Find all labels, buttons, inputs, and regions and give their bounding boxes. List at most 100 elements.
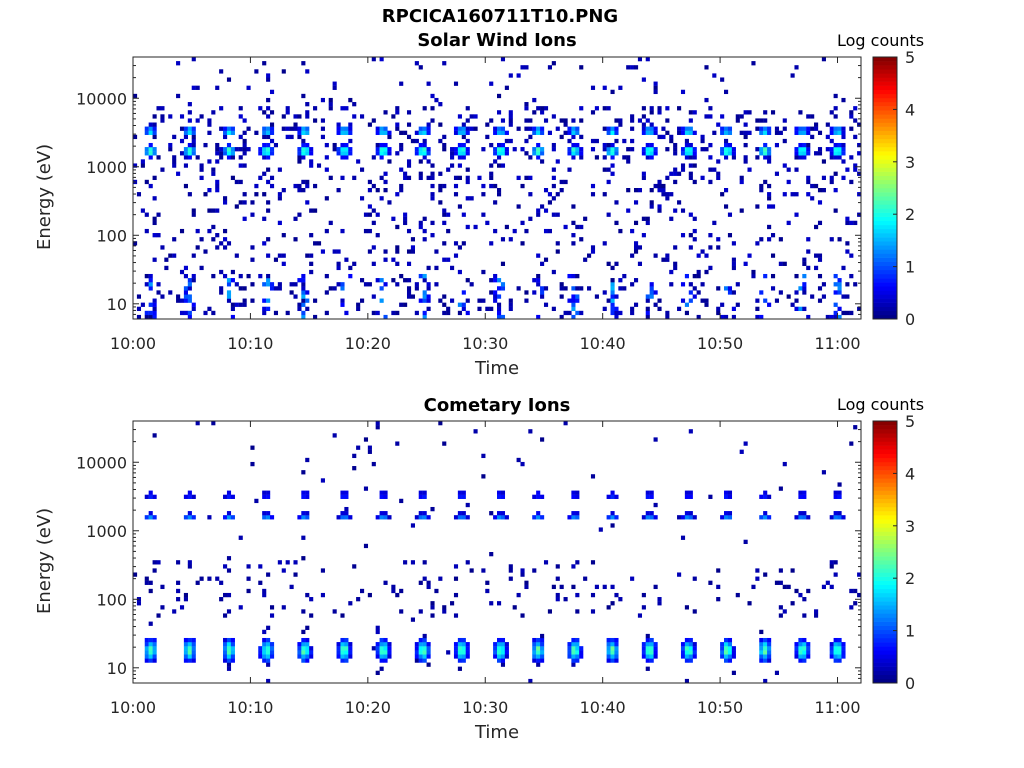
- spectrogram-cell: [489, 552, 494, 557]
- spectrogram-cell: [414, 286, 419, 291]
- spectrogram-cell: [477, 175, 482, 181]
- spectrogram-cell: [352, 453, 357, 459]
- spectrogram-cell: [383, 637, 388, 643]
- spectrogram-cell: [422, 658, 427, 663]
- spectrogram-cell: [837, 306, 842, 312]
- spectrogram-cell: [602, 85, 607, 90]
- spectrogram-cell: [610, 163, 615, 168]
- spectrogram-cell: [266, 130, 271, 135]
- spectrogram-cell: [653, 89, 658, 95]
- spectrogram-cell: [563, 286, 568, 291]
- x-tick-label: 10:40: [580, 334, 626, 353]
- spectrogram-cell: [645, 490, 650, 495]
- spectrogram-cell: [684, 646, 689, 651]
- spectrogram-cell: [438, 138, 443, 144]
- spectrogram-cell: [759, 314, 764, 320]
- spectrogram-cell: [297, 126, 302, 131]
- spectrogram-cell: [453, 654, 459, 659]
- spectrogram-cell: [567, 138, 572, 144]
- spectrogram-cell: [630, 147, 635, 152]
- spectrogram-cell: [250, 461, 255, 467]
- spectrogram-cell: [211, 208, 216, 213]
- spectrogram-cell: [442, 134, 447, 140]
- y-tick-label: 100: [96, 590, 127, 609]
- spectrogram-cell: [618, 118, 623, 123]
- spectrogram-cell: [187, 294, 192, 299]
- spectrogram-cell: [403, 560, 408, 565]
- spectrogram-cell: [344, 654, 349, 659]
- spectrogram-cell: [242, 147, 247, 152]
- spectrogram-cell: [453, 642, 459, 647]
- spectrogram-cell: [669, 138, 674, 144]
- spectrogram-cell: [649, 294, 654, 299]
- spectrogram-cell: [688, 151, 693, 156]
- spectrogram-cell: [770, 233, 776, 238]
- spectrogram-cell: [262, 147, 267, 152]
- spectrogram-cell: [688, 511, 693, 516]
- spectrogram-cell: [383, 650, 388, 655]
- spectrogram-cell: [309, 597, 314, 602]
- spectrogram-cell: [152, 637, 157, 643]
- spectrogram-cell: [226, 654, 232, 659]
- spectrogram-cell: [551, 183, 556, 189]
- spectrogram-cell: [461, 511, 466, 516]
- spectrogram-cell: [489, 511, 494, 516]
- spectrogram-cell: [645, 130, 650, 135]
- spectrogram-cell: [442, 257, 447, 262]
- spectrogram-cell: [191, 515, 196, 520]
- spectrogram-cell: [497, 130, 502, 135]
- colorbar: [873, 421, 897, 684]
- spectrogram-cell: [583, 576, 588, 581]
- spectrogram-cell: [442, 441, 447, 446]
- spectrogram-cell: [571, 286, 576, 291]
- spectrogram-cell: [371, 310, 376, 316]
- spectrogram-cell: [645, 147, 650, 152]
- spectrogram-cell: [688, 118, 693, 123]
- spectrogram-cell: [485, 580, 490, 585]
- spectrogram-cell: [684, 654, 689, 659]
- spectrogram-cell: [817, 188, 823, 193]
- colorbar-segment: [873, 85, 897, 91]
- spectrogram-cell: [559, 134, 564, 140]
- spectrogram-cell: [837, 130, 842, 135]
- spectrogram-cell: [720, 302, 725, 307]
- spectrogram-cell: [316, 163, 322, 168]
- spectrogram-cell: [176, 588, 181, 594]
- spectrogram-cell: [230, 278, 235, 283]
- spectrogram-cell: [497, 306, 502, 312]
- spectrogram-cell: [332, 249, 337, 254]
- colorbar-tick-label: 1: [905, 258, 915, 277]
- spectrogram-cell: [790, 73, 795, 78]
- spectrogram-cell: [571, 658, 576, 663]
- spectrogram-cell: [367, 282, 372, 287]
- spectrogram-cell: [313, 241, 318, 246]
- spectrogram-cell: [348, 151, 353, 156]
- spectrogram-cell: [430, 175, 435, 181]
- spectrogram-cell: [301, 494, 306, 499]
- spectrogram-cell: [673, 265, 678, 271]
- spectrogram-cell: [219, 597, 224, 602]
- spectrogram-cell: [770, 286, 776, 291]
- spectrogram-cell: [763, 572, 768, 577]
- spectrogram-cell: [414, 130, 419, 135]
- spectrogram-cell: [348, 147, 353, 152]
- spectrogram-cell: [763, 118, 768, 123]
- spectrogram-cell: [688, 646, 693, 651]
- spectrogram-cell: [301, 314, 306, 320]
- spectrogram-cell: [645, 511, 650, 516]
- spectrogram-cell: [692, 228, 697, 234]
- spectrogram-cell: [806, 237, 811, 242]
- spectrogram-cell: [293, 183, 298, 189]
- spectrogram-cell: [614, 642, 619, 647]
- spectrogram-cell: [152, 515, 157, 520]
- spectrogram-cell: [387, 200, 392, 205]
- spectrogram-cell: [438, 200, 443, 205]
- spectrogram-cell: [516, 126, 521, 131]
- colorbar-segment: [873, 576, 897, 581]
- spectrogram-cell: [724, 511, 729, 516]
- spectrogram-cell: [767, 658, 772, 663]
- spectrogram-cell: [144, 576, 149, 581]
- spectrogram-cell: [814, 122, 819, 127]
- colorbar-segment: [873, 564, 897, 569]
- colorbar-segment: [873, 110, 897, 115]
